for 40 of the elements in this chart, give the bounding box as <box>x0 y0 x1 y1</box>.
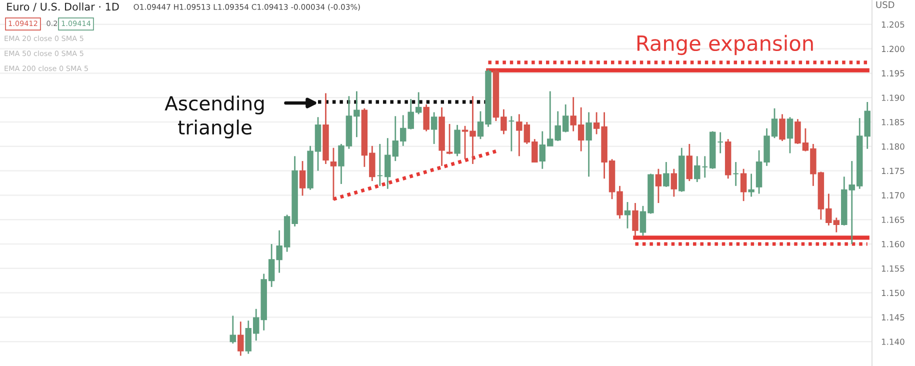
y-tick-label: 1.190 <box>882 94 904 101</box>
candlestick <box>686 143 693 182</box>
y-tick-label: 1.200 <box>882 46 904 52</box>
y-tick-label: 1.195 <box>882 70 904 76</box>
candlestick <box>454 124 460 157</box>
y-tick-label: 1.170 <box>882 192 904 198</box>
candlestick <box>508 115 515 152</box>
candlestick <box>586 112 592 178</box>
y-tick-label: 1.145 <box>882 314 904 320</box>
candlestick <box>299 160 306 196</box>
candlestick <box>230 315 236 344</box>
candlestick <box>717 132 724 154</box>
candlestick <box>748 173 754 198</box>
annotation: Range expansion <box>637 34 813 56</box>
y-tick-label: 1.165 <box>882 216 904 223</box>
y-axis-title: USD <box>876 1 894 8</box>
candlestick <box>663 161 670 188</box>
y-tick-label: 1.155 <box>882 265 904 272</box>
candlestick <box>670 168 678 198</box>
y-tick-label: 1.185 <box>882 118 904 126</box>
y-tick-label: 1.175 <box>882 168 904 174</box>
candlestick <box>732 161 739 187</box>
candlestick <box>779 113 786 142</box>
candlestick <box>430 112 438 145</box>
y-tick-label: 1.160 <box>882 240 904 248</box>
chart-title: Euro / U.S. Dollar · 1D <box>7 2 119 12</box>
y-tick-label: 1.150 <box>882 290 904 296</box>
candlestick <box>624 201 631 230</box>
candlestick <box>740 168 747 202</box>
annotation: Ascending triangle <box>164 96 264 138</box>
candlestick <box>632 202 638 236</box>
candlestick <box>330 147 337 201</box>
y-tick-label: 1.140 <box>882 338 904 345</box>
candlestick <box>655 168 662 204</box>
candlestick <box>376 143 384 187</box>
y-tick-label: 1.180 <box>882 143 904 150</box>
candlestick <box>423 104 430 132</box>
candlestick <box>786 116 794 154</box>
candlestick <box>238 320 244 356</box>
y-tick-label: 1.205 <box>882 21 904 28</box>
